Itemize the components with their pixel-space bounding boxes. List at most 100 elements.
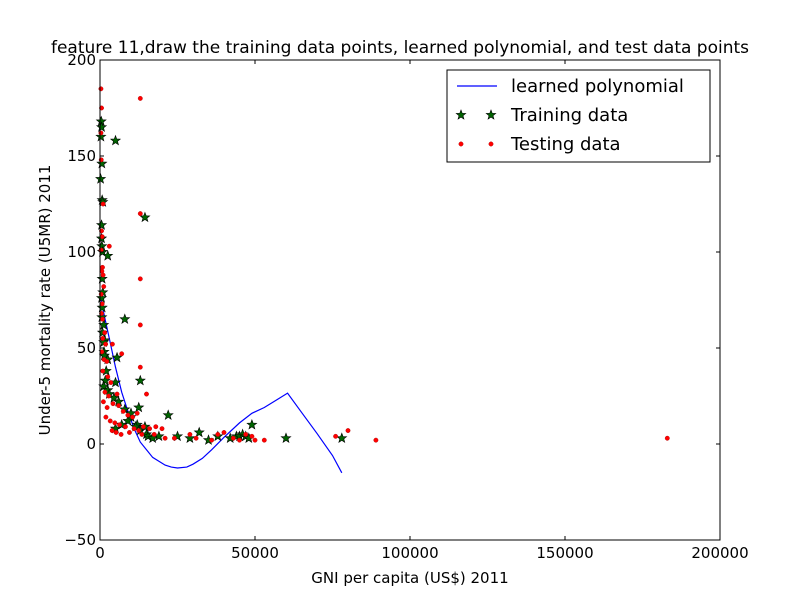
testing-point	[105, 374, 111, 380]
testing-point	[134, 410, 140, 416]
testing-point	[100, 316, 105, 322]
training-point	[162, 409, 174, 420]
chart-title-group: feature 11,draw the training data points…	[51, 38, 749, 58]
x-axis-label: GNI per capita (US$) 2011	[311, 569, 508, 587]
training-point	[184, 432, 196, 443]
testing-point	[104, 359, 110, 364]
training-point	[142, 430, 154, 442]
testing-point	[261, 437, 267, 443]
y-tick-label: 50	[77, 339, 96, 357]
training-point	[336, 432, 348, 443]
testing-point	[101, 399, 106, 405]
testing-point	[112, 420, 118, 426]
testing-point	[137, 322, 143, 328]
x-tick-label: 200000	[691, 544, 748, 562]
training-point	[280, 432, 292, 443]
testing-point	[98, 86, 104, 92]
training-point	[95, 292, 108, 303]
y-tick-label: 200	[67, 51, 96, 69]
testing-point	[125, 412, 131, 418]
testing-point	[117, 422, 122, 428]
testing-point	[110, 341, 115, 347]
testing-point	[147, 426, 153, 432]
legend-label-line: learned polynomial	[511, 76, 684, 97]
testing-point	[131, 426, 137, 432]
chart-title: feature 11,draw the training data points…	[51, 38, 749, 58]
testing-point	[107, 418, 113, 424]
polynomial-line	[99, 294, 343, 474]
training-point	[133, 401, 145, 413]
testing-point	[119, 351, 125, 357]
testing-point	[162, 435, 168, 441]
testing-point	[110, 401, 116, 407]
legend-star-swatch	[455, 109, 497, 120]
testing-point	[98, 130, 104, 136]
training-point	[109, 134, 122, 146]
testing-point	[100, 272, 106, 278]
training-point	[111, 351, 123, 363]
legend-dot-swatch	[458, 141, 494, 147]
testing-point	[99, 301, 105, 307]
testing-point	[118, 431, 124, 437]
testing-point	[127, 430, 132, 435]
x-tick-labels: 0 50000 100000 150000 200000	[95, 544, 748, 562]
testing-point	[116, 403, 122, 408]
legend-star	[455, 109, 467, 120]
training-point	[134, 374, 146, 386]
testing-point	[153, 424, 159, 430]
testing-point	[664, 435, 670, 441]
testing-point	[137, 211, 143, 217]
testing-point	[108, 380, 114, 385]
testing-point	[144, 391, 149, 397]
testing-point	[221, 430, 227, 435]
legend-label-testing: Testing data	[510, 134, 621, 155]
testing-point	[151, 431, 157, 437]
training-point	[99, 374, 111, 386]
testing-point	[102, 330, 108, 336]
x-tick-label: 150000	[536, 544, 593, 562]
testing-point	[139, 431, 145, 437]
training-point	[95, 121, 108, 132]
legend-label-training: Training data	[510, 105, 628, 126]
testing-point	[345, 428, 351, 433]
testing-point	[123, 424, 128, 430]
legend-star	[485, 109, 497, 120]
testing-point	[249, 433, 255, 439]
testing-point	[230, 435, 236, 441]
training-point	[96, 157, 108, 169]
training-point	[139, 211, 151, 223]
testing-point	[215, 431, 221, 437]
testing-point	[101, 284, 107, 289]
legend: learned polynomial Training data Testing…	[446, 69, 711, 163]
testing-point	[171, 435, 177, 441]
y-tick-label: −50	[64, 531, 96, 549]
testing-point	[102, 389, 108, 395]
y-tick-labels: −50 0 50 100 150 200	[64, 51, 96, 549]
testing-point	[100, 368, 106, 374]
training-point	[193, 426, 205, 438]
testing-point	[114, 391, 120, 397]
training-point	[96, 273, 108, 284]
y-tick-label: 100	[67, 243, 96, 261]
legend-dot	[458, 141, 464, 147]
testing-point	[109, 428, 115, 433]
testing-point	[137, 96, 143, 101]
training-point	[122, 415, 134, 426]
testing-point	[193, 435, 199, 441]
training-point	[119, 313, 131, 324]
training-point	[95, 173, 107, 184]
testing-point	[103, 414, 109, 420]
training-point	[95, 219, 108, 230]
line-layer	[99, 294, 343, 474]
y-tick-label: 150	[67, 147, 96, 165]
training-point	[96, 301, 108, 313]
testing-point	[187, 431, 193, 437]
y-tick-label: 0	[86, 435, 96, 453]
testing-point	[104, 405, 110, 410]
training-point	[246, 418, 258, 430]
testing-point	[106, 243, 112, 249]
x-tick-label: 50000	[231, 544, 279, 562]
testing-point	[137, 364, 143, 370]
training-point	[171, 430, 184, 442]
